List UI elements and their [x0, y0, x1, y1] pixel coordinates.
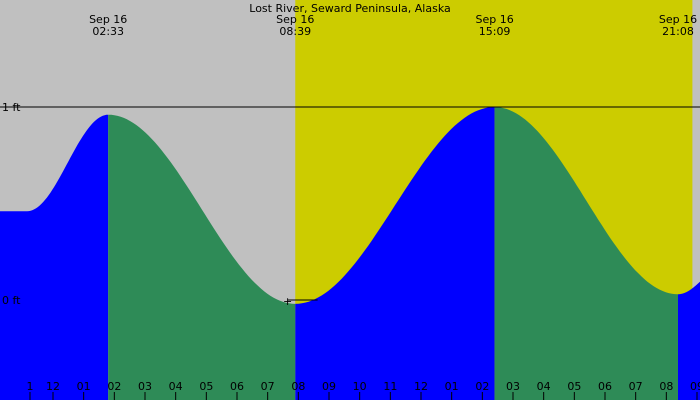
- rising-tide-area-4: [678, 281, 700, 400]
- tick-label-0: 1: [27, 380, 34, 393]
- tick-label-17: 04: [537, 380, 551, 393]
- tick-label-18: 05: [567, 380, 581, 393]
- tick-label-12: 11: [383, 380, 397, 393]
- extremum-date-0: Sep 16: [89, 13, 127, 26]
- tick-label-22: 09: [690, 380, 700, 393]
- extremum-time-0: 02:33: [92, 25, 124, 38]
- extremum-date-3: Sep 16: [659, 13, 697, 26]
- extremum-date-1: Sep 16: [276, 13, 314, 26]
- chart-title: Lost River, Seward Peninsula, Alaska: [249, 2, 450, 15]
- tick-label-15: 02: [475, 380, 489, 393]
- falling-tide-area-3: [494, 107, 678, 400]
- current-position: +: [283, 295, 292, 308]
- tick-label-3: 02: [107, 380, 121, 393]
- tick-label-13: 12: [414, 380, 428, 393]
- y-label-0: 1 ft: [2, 101, 21, 114]
- current-position-marker: +: [283, 295, 292, 308]
- extremum-time-3: 21:08: [662, 25, 694, 38]
- tick-label-6: 05: [199, 380, 213, 393]
- y-label-1: 0 ft: [2, 294, 21, 307]
- tick-label-7: 06: [230, 380, 244, 393]
- extremum-time-1: 08:39: [279, 25, 311, 38]
- rising-tide-area-2: [295, 107, 495, 400]
- tick-label-20: 07: [629, 380, 643, 393]
- falling-tide-area-1: [108, 114, 296, 400]
- extremum-time-2: 15:09: [479, 25, 511, 38]
- gridlines: 1 ft 0 ft: [0, 101, 700, 307]
- tick-label-8: 07: [261, 380, 275, 393]
- tick-label-1: 12: [46, 380, 60, 393]
- rising-tide-area-0: [0, 114, 109, 400]
- tick-label-14: 01: [445, 380, 459, 393]
- tick-label-11: 10: [353, 380, 367, 393]
- extremum-date-2: Sep 16: [475, 13, 513, 26]
- tick-label-5: 04: [169, 380, 183, 393]
- tide-areas: [0, 107, 700, 400]
- tick-label-4: 03: [138, 380, 152, 393]
- tick-label-10: 09: [322, 380, 336, 393]
- x-axis-ticks: 1 12 01 02 03 04 05 06 07 08 09 10 11 12 01 02 03 04 05 06 0…: [27, 380, 700, 400]
- tick-label-19: 06: [598, 380, 612, 393]
- tick-label-21: 08: [659, 380, 673, 393]
- tick-label-2: 01: [77, 380, 91, 393]
- tick-label-16: 03: [506, 380, 520, 393]
- tick-label-9: 08: [291, 380, 305, 393]
